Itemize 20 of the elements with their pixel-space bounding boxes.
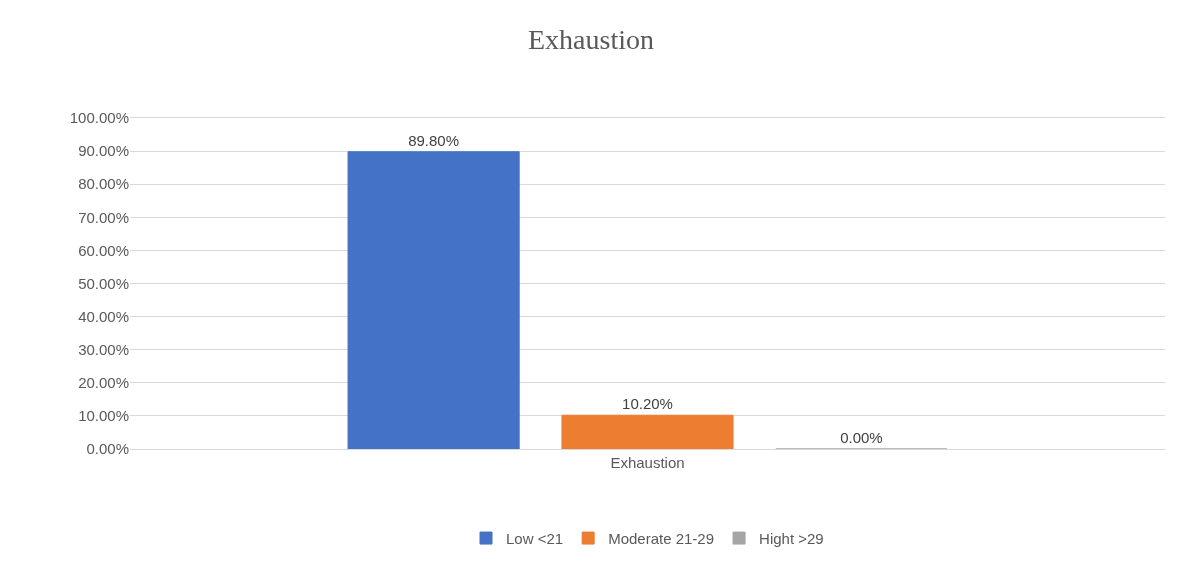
y-tick-label: 10.00% bbox=[78, 407, 129, 425]
y-tick-label: 50.00% bbox=[78, 274, 129, 292]
data-label: 10.20% bbox=[622, 395, 673, 413]
y-tick-label: 30.00% bbox=[78, 340, 129, 358]
y-tick-label: 100.00% bbox=[69, 109, 129, 127]
legend-label: Moderate 21-29 bbox=[608, 529, 715, 547]
y-tick-label: 70.00% bbox=[78, 208, 129, 226]
legend-label: Hight >29 bbox=[759, 529, 824, 547]
y-tick-label: 80.00% bbox=[78, 175, 129, 193]
data-label: 89.80% bbox=[408, 131, 460, 149]
y-tick-label: 90.00% bbox=[78, 142, 129, 160]
y-tick-label: 40.00% bbox=[78, 307, 129, 325]
bar bbox=[561, 414, 734, 449]
y-tick-label: 60.00% bbox=[78, 241, 129, 259]
y-tick-label: 0.00% bbox=[86, 440, 129, 458]
bar bbox=[347, 151, 520, 449]
data-label: 0.00% bbox=[840, 429, 883, 446]
chart-title: Exhaustion bbox=[528, 24, 654, 56]
y-tick-label: 20.00% bbox=[78, 374, 129, 392]
legend-label: Low <21 bbox=[506, 529, 564, 547]
